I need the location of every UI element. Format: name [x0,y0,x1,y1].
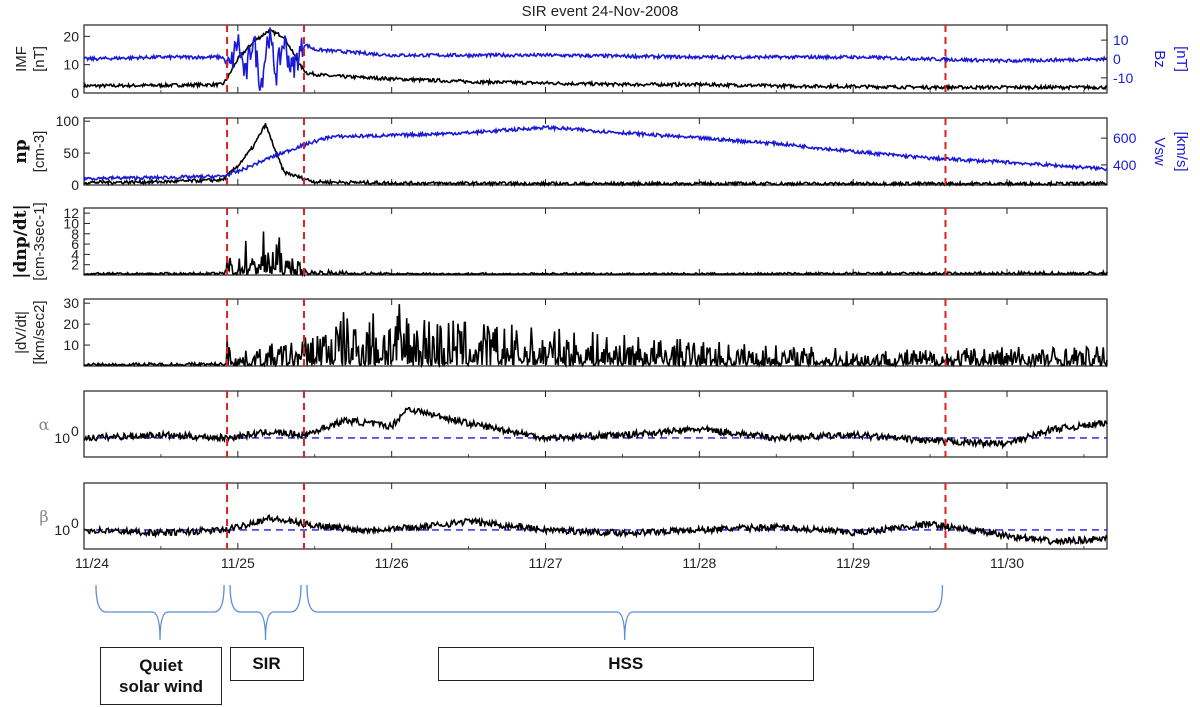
y-tick-label: 6 [71,236,79,252]
panel-frame [83,390,1108,458]
region-box-sir: SIR [229,647,304,681]
y-right-tick-label: -10 [1113,70,1133,86]
y-axis-label: IMF [13,46,30,72]
y-tick-label: 30 [63,295,79,311]
panel-alpha: 10 0 α [39,390,1108,458]
series-black-0 [84,231,1108,278]
y-axis-label: np [11,139,31,163]
y-right-tick-label: 10 [1113,32,1129,48]
panel-frame [83,207,1108,276]
region-box-quiet: Quiet solar wind [100,647,223,705]
y-tick-label: 2 [71,257,79,273]
y-right-axis-label: [km/s] [1173,132,1190,172]
y-tick-label: 20 [63,28,79,44]
chart-title: SIR event 24-Nov-2008 [522,3,679,20]
y-tick-label: 12 [63,205,79,221]
region-brace [306,584,944,641]
x-tick-label: 11/24 [75,555,109,571]
region-box-hss: HSS [437,647,814,681]
series-black-0 [83,513,1108,547]
y-tick-label: 4 [71,246,79,262]
x-tick-label: 11/26 [375,555,409,571]
y-right-tick-label: 0 [1113,51,1121,67]
y-axis-label: [nT] [31,46,48,72]
y-axis-label: |dV/dt| [13,311,30,354]
y-tick-label: 10 [54,430,70,446]
y-axis-label: [cm-3] [31,131,48,173]
region-brace [229,584,302,641]
panel-density: 0 50 100 400 600 np [cm-3] Vsw [km/s] [11,113,1190,193]
y-right-axis-label: Bz [1151,50,1168,68]
series-black-0 [83,304,1108,369]
y-tick-label: 10 [63,57,79,73]
y-tick-label-exponent: 0 [71,515,79,531]
panel-frame [83,117,1108,186]
y-tick-label: 8 [71,226,79,242]
y-tick-label: 0 [71,85,79,101]
y-tick-label: 100 [56,113,80,129]
x-axis: 11/24 11/25 11/26 11/27 11/28 11/29 11/30 [75,555,1024,571]
y-tick-label: 20 [63,316,79,332]
x-tick-label: 11/30 [990,555,1024,571]
y-tick-label: 10 [63,337,79,353]
y-axis-label: [cm-3sec-1] [31,202,48,280]
series-black-0 [83,407,1108,450]
x-tick-label: 11/25 [221,555,255,571]
y-right-axis-label: [nT] [1173,46,1190,72]
panel-beta: 10 0 β [39,482,1108,550]
y-tick-label-exponent: 0 [71,423,79,439]
x-tick-label: 11/29 [836,555,870,571]
y-axis-label: [km/sec2] [31,300,48,364]
y-axis-label: β [39,507,48,526]
series-blue-1 [83,124,1108,183]
panel-frame [83,482,1108,550]
region-braces [95,584,944,641]
series-black-0 [83,123,1107,188]
y-right-tick-label: 400 [1113,157,1137,173]
x-tick-label: 11/28 [682,555,716,571]
y-tick-label: 10 [63,215,79,231]
series-blue-1 [83,27,1108,91]
y-tick-label: 50 [63,145,79,161]
y-right-tick-label: 600 [1113,130,1137,146]
region-brace [95,584,225,641]
y-axis-label: |dnp/dt| [11,204,31,278]
panel-frame [83,298,1108,367]
y-tick-label: 10 [54,522,70,538]
y-right-axis-label: Vsw [1151,137,1168,166]
x-tick-label: 11/27 [529,555,563,571]
y-tick-label: 0 [71,177,79,193]
panel-dvdt: 10 20 30 |dV/dt| [km/sec2] [13,295,1108,369]
y-axis-label: α [39,415,50,434]
